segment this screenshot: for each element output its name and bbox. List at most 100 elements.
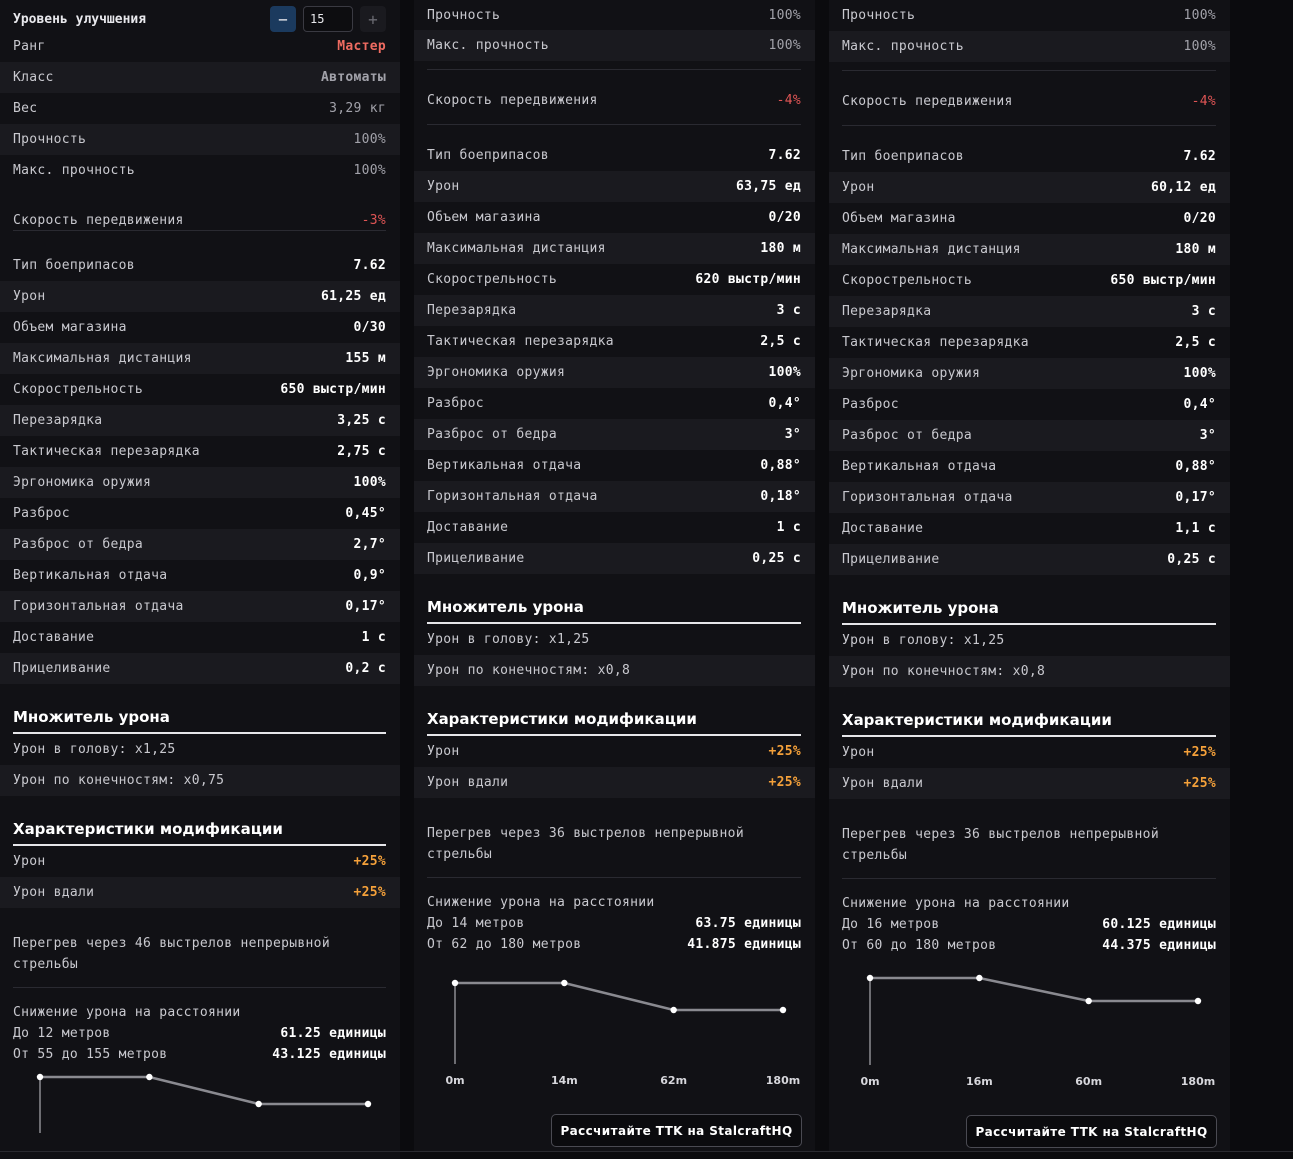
overheat-text: Перегрев через 46 выстрелов непрерывной с… (13, 936, 330, 972)
stat-row-move-speed: Скорость передвижения -4% (829, 86, 1230, 117)
stat-label: Макс. прочность (842, 39, 964, 54)
stat-value: 0,17° (1175, 490, 1216, 505)
divider (427, 69, 801, 70)
stat-label: Тип боеприпасов (427, 148, 549, 163)
stat-row: Разброс 0,45° (0, 498, 400, 529)
damage-falloff-chart (36, 1073, 372, 1133)
stat-value: +25% (1183, 776, 1216, 791)
stat-value: 0/30 (353, 320, 386, 335)
upgrade-level-input[interactable]: 15 (303, 6, 353, 32)
stat-value: 0,18° (760, 489, 801, 504)
falloff-point (451, 979, 459, 987)
mod-row: Урон +25% (414, 736, 815, 767)
stat-label: Объем магазина (842, 211, 956, 226)
limbs-multiplier: Урон по конечностям: x0,75 (0, 765, 400, 796)
divider (842, 878, 1216, 879)
stat-label: Максимальная дистанция (13, 351, 192, 366)
falloff-title: Снижение урона на расстоянии (842, 896, 1070, 911)
stat-label: Разброс (842, 397, 899, 412)
stat-value: 100% (1183, 366, 1216, 381)
stat-label: Эргономика оружия (842, 366, 981, 381)
stat-label: Скорость передвижения (842, 94, 1013, 109)
stat-row: Перезарядка 3,25 с (0, 405, 400, 436)
stat-value: 155 м (345, 351, 386, 366)
stat-row: Прицеливание 0,2 с (0, 653, 400, 684)
stat-label: Ранг (13, 39, 46, 54)
stat-label: Максимальная дистанция (427, 241, 606, 256)
stat-value: +25% (1183, 745, 1216, 760)
stat-label: Урон (13, 289, 46, 304)
head-multiplier: Урон в голову: x1,25 (13, 742, 176, 757)
head-multiplier: Урон в голову: x1,25 (427, 632, 590, 647)
stat-label: Разброс от бедра (427, 427, 558, 442)
falloff-point (255, 1100, 262, 1108)
overheat-text: Перегрев через 36 выстрелов непрерывной с… (842, 827, 1159, 863)
stat-row-move-speed: Скорость передвижения -3% (0, 205, 400, 236)
stat-value: +25% (353, 854, 386, 869)
falloff-point (779, 1006, 787, 1014)
section-title-mod: Характеристики модификации (427, 704, 801, 736)
decrease-button[interactable]: − (270, 6, 296, 32)
stat-value: 100% (353, 475, 386, 490)
stat-row: Тип боеприпасов 7.62 (414, 140, 815, 171)
stat-value: 100% (768, 365, 801, 380)
stat-row-max-durability: Макс. прочность 100% (0, 155, 400, 186)
stat-label: Перезарядка (13, 413, 103, 428)
stat-value: 0/20 (768, 210, 801, 225)
damage-falloff-chart: 0m 16m 60m 180m (860, 974, 1215, 1088)
falloff-point (670, 1006, 677, 1014)
stat-value: -3% (361, 213, 386, 228)
stat-row: Урон 60,12 ед (829, 172, 1230, 203)
stat-label: Объем магазина (427, 210, 541, 225)
stat-row: Объем магазина 0/20 (414, 202, 815, 233)
stat-value: 0,17° (345, 599, 386, 614)
falloff-point (146, 1073, 153, 1081)
stat-row: Скорострельность 650 выстр/мин (829, 265, 1230, 296)
stat-label: Прицеливание (842, 552, 940, 567)
falloff-row: До 16 метров 60.125 единицы (842, 917, 1216, 932)
stat-row: Доставание 1 с (0, 622, 400, 653)
stat-label: Класс (13, 70, 54, 85)
mod-row: Урон вдали +25% (829, 768, 1230, 799)
stat-row-move-speed: Скорость передвижения -4% (414, 85, 815, 116)
ttk-calculator-button[interactable]: Рассчитайте TTK на StalcraftHQ (551, 1114, 802, 1147)
stat-value: 2,5 с (760, 334, 801, 349)
falloff-point (976, 974, 983, 982)
weapon-column-3: Прочность 100% Макс. прочность 100% Скорос… (829, 0, 1230, 1151)
stat-row: Горизонтальная отдача 0,18° (414, 481, 815, 512)
section-title-multiplier: Множитель урона (842, 593, 1216, 625)
stat-label: Тактическая перезарядка (13, 444, 200, 459)
stat-value: 0,4° (1183, 397, 1216, 412)
stat-label: Вертикальная отдача (427, 458, 582, 473)
stat-row: Разброс от бедра 2,7° (0, 529, 400, 560)
stat-value: 1,1 с (1175, 521, 1216, 536)
falloff-row: От 62 до 180 метров 41.875 единицы (427, 937, 801, 952)
stat-label: Доставание (13, 630, 95, 645)
stat-value: 1 с (776, 520, 801, 535)
falloff-point (866, 974, 874, 982)
stat-label: Скорострельность (427, 272, 558, 287)
stat-row: Эргономика оружия 100% (414, 357, 815, 388)
stat-value: -4% (1191, 94, 1216, 109)
stat-row: Скорострельность 620 выстр/мин (414, 264, 815, 295)
stat-value: 0,88° (760, 458, 801, 473)
stat-row: Тип боеприпасов 7.62 (829, 141, 1230, 172)
stat-row: Тактическая перезарядка 2,75 с (0, 436, 400, 467)
stat-row-weight: Вес 3,29 кг (0, 93, 400, 124)
stat-label: Вертикальная отдача (842, 459, 997, 474)
stat-label: Доставание (842, 521, 924, 536)
stat-value: 100% (1183, 39, 1216, 54)
weapon-column-1: Уровень улучшения − 15 + Ранг Мастер Клас… (0, 0, 400, 1159)
stat-label: Прицеливание (427, 551, 525, 566)
stat-row: Тип боеприпасов 7.62 (0, 250, 400, 281)
stat-label: Эргономика оружия (427, 365, 566, 380)
section-title-mod: Характеристики модификации (842, 705, 1216, 737)
increase-button[interactable]: + (360, 6, 386, 32)
stat-value: 0,2 с (345, 661, 386, 676)
stat-row: Доставание 1 с (414, 512, 815, 543)
stat-value: 0,88° (1175, 459, 1216, 474)
ttk-calculator-button[interactable]: Рассчитайте TTK на StalcraftHQ (966, 1115, 1217, 1148)
stat-label: Тактическая перезарядка (842, 335, 1029, 350)
stat-value: 0,25 с (1167, 552, 1216, 567)
stat-label: Урон (842, 180, 875, 195)
